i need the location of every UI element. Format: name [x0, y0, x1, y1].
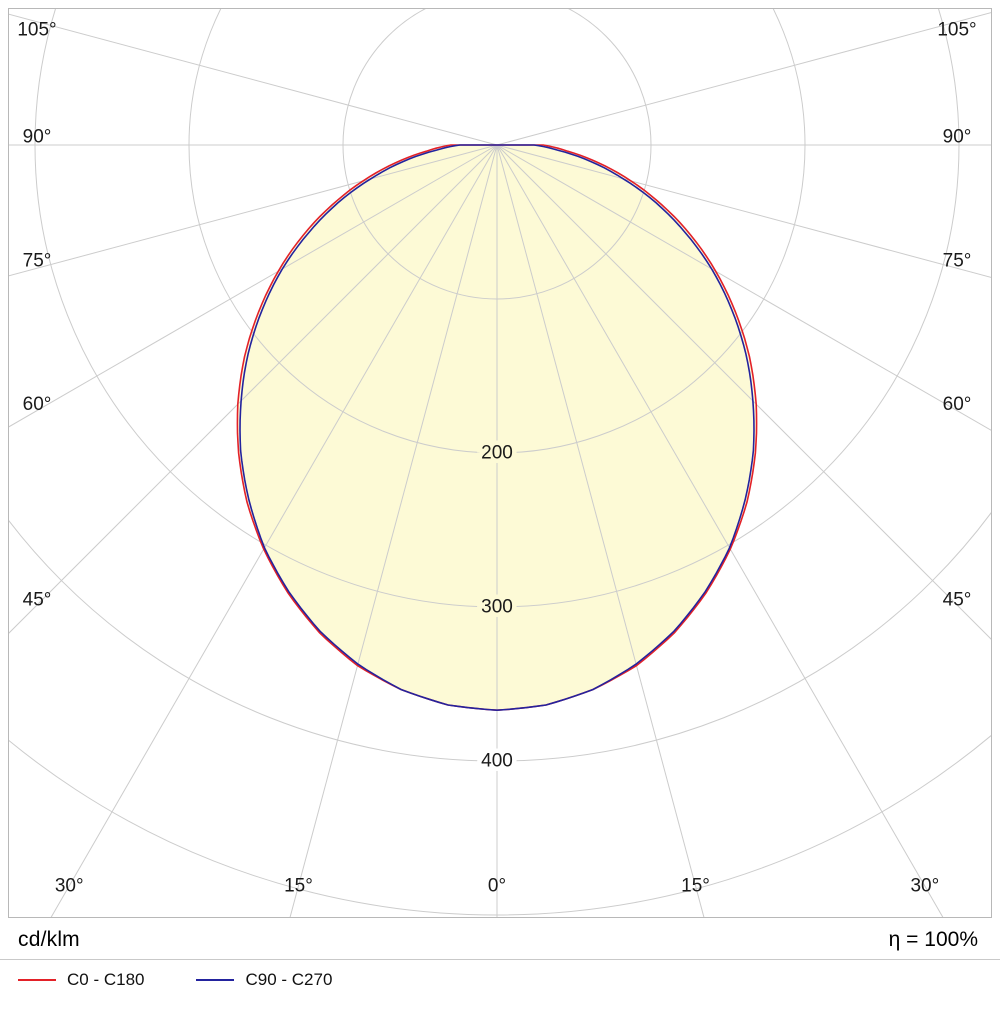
legend-entries: C0 - C180 C90 - C270	[0, 960, 1000, 1002]
angle-label: 60°	[943, 394, 972, 415]
legend-top-row: cd/klm η = 100%	[0, 918, 1000, 959]
c90-c270-label: C90 - C270	[245, 970, 333, 989]
angle-label: 75°	[23, 251, 52, 272]
efficiency-label: η = 100%	[888, 928, 978, 951]
legend-area: cd/klm η = 100% C0 - C180 C90 - C270	[0, 918, 1000, 1002]
grid-ray	[496, 144, 991, 640]
plot-border	[8, 8, 992, 918]
polar-diagram: 200 300 400 0° 15° 15° 30° 30° 45° 45° 60° 60° 75° 75…	[8, 8, 992, 918]
legend-separator	[0, 959, 1000, 960]
grid-ray	[496, 144, 944, 917]
angle-label: 60°	[23, 394, 52, 415]
polar-grid	[9, 9, 991, 917]
angle-label: 90°	[23, 127, 52, 148]
grid-ray	[496, 12, 991, 146]
angle-label: 30°	[55, 876, 84, 897]
grid-ray	[496, 144, 705, 917]
angle-label: 15°	[284, 876, 313, 897]
plot-area: 200 300 400	[9, 9, 991, 917]
angle-label: 30°	[910, 876, 939, 897]
legend-entry-c0-c180: C0 - C180	[18, 970, 144, 990]
grid-ray	[9, 144, 498, 634]
units-label: cd/klm	[18, 928, 80, 951]
angle-label: 90°	[943, 127, 972, 148]
c0-c180-line-swatch	[18, 979, 56, 981]
legend-entry-c90-c270: C90 - C270	[196, 970, 332, 990]
grid-ray	[9, 144, 498, 277]
c90-c270-curve	[239, 144, 755, 712]
c0-c180-label: C0 - C180	[67, 970, 145, 989]
angle-label: 45°	[943, 590, 972, 611]
grid-ray	[496, 144, 991, 278]
angle-label: 105°	[17, 20, 56, 41]
angle-label: 75°	[943, 251, 972, 272]
grid-ray	[50, 144, 498, 917]
angle-label: 0°	[488, 876, 506, 897]
grid-ray	[289, 144, 498, 917]
grid-ray	[9, 144, 498, 428]
angle-label: 45°	[23, 590, 52, 611]
c90-c270-line-swatch	[196, 979, 235, 981]
ring-label: 200	[481, 443, 513, 464]
ring-label: 300	[481, 597, 513, 618]
grid-ray	[9, 13, 498, 146]
ring-label: 400	[481, 751, 513, 772]
angle-label: 105°	[937, 20, 976, 41]
grid-ray	[496, 144, 991, 431]
angle-label: 15°	[681, 876, 710, 897]
